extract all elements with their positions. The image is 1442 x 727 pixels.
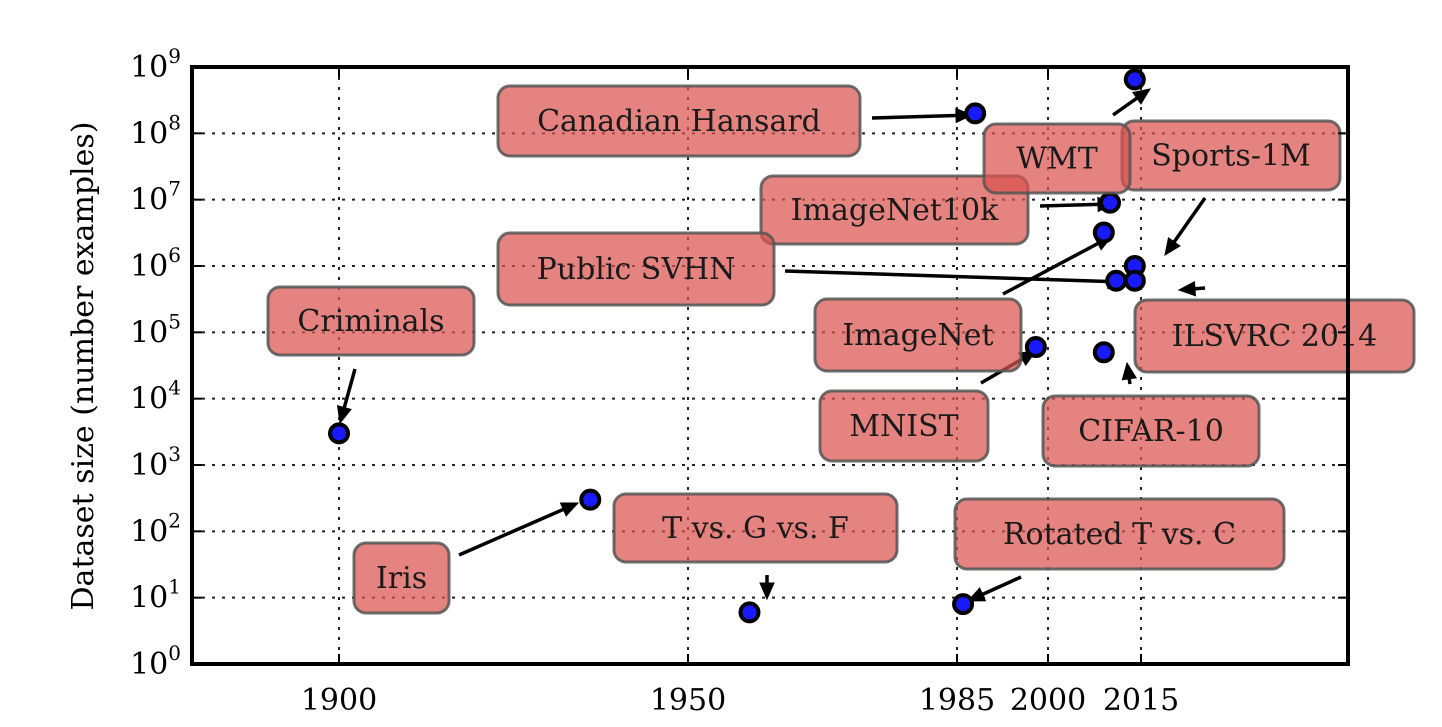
annotation-arrow: [1111, 88, 1152, 117]
y-tick-label: 101: [130, 575, 181, 616]
annotation-box: ILSVRC 2014: [1133, 298, 1416, 374]
y-tick-label: 103: [130, 442, 181, 483]
annotation-box: Canadian Hansard: [496, 84, 862, 158]
annotation-label: CIFAR-10: [1078, 414, 1224, 449]
x-tick-label: 2015: [1103, 683, 1179, 718]
annotation-box: ImageNet: [813, 297, 1023, 373]
data-point: [1024, 336, 1047, 359]
y-tick-label: 108: [130, 110, 181, 151]
data-point: [579, 488, 602, 511]
annotation-arrow: [336, 368, 357, 425]
annotation-label: ILSVRC 2014: [1172, 319, 1377, 354]
annotation-box: MNIST: [818, 389, 990, 463]
x-tick-label: 1950: [650, 683, 726, 718]
annotation-arrow: [759, 575, 775, 601]
annotation-label: T vs. G vs. F: [662, 511, 849, 546]
annotation-label: Public SVHN: [537, 252, 736, 287]
data-points: [328, 68, 1146, 624]
annotation-box: Public SVHN: [496, 231, 776, 307]
data-point: [964, 102, 987, 125]
annotation-box: ImageNet10k: [759, 174, 1030, 246]
annotation-label: Criminals: [297, 304, 444, 339]
annotation-label: ImageNet: [842, 318, 993, 353]
annotation-box: CIFAR-10: [1041, 394, 1261, 468]
annotation-arrow: [458, 502, 580, 557]
annotation-label: Sports-1M: [1151, 139, 1311, 174]
y-axis-label: Dataset size (number examples): [66, 122, 101, 611]
data-point: [328, 422, 350, 445]
annotation-label: ImageNet10k: [791, 193, 999, 228]
y-tick-label: 102: [130, 508, 181, 549]
y-tick-label: 104: [130, 376, 181, 417]
data-point: [1092, 221, 1115, 244]
annotation-label: Canadian Hansard: [537, 104, 821, 139]
axis-ticks: 100 101 102 103 104 105 106 107 108 109 1900 1950 19…: [130, 44, 1348, 718]
annotation-arrow: [871, 107, 974, 124]
plot-frame: [190, 65, 1350, 666]
x-tick-label: 2000: [1010, 683, 1086, 718]
data-point: [1105, 269, 1128, 292]
annotation-label: Iris: [376, 561, 427, 596]
data-point: [1123, 269, 1146, 292]
x-tick-label: 1985: [919, 683, 995, 718]
annotation-arrow: [1177, 280, 1206, 297]
annotation-arrow: [1164, 196, 1207, 257]
x-tick-label: 1900: [301, 683, 377, 718]
annotation-arrow: [1121, 361, 1138, 385]
y-tick-label: 106: [130, 243, 181, 284]
annotation-box: T vs. G vs. F: [612, 492, 899, 564]
annotation-label: Rotated T vs. C: [1003, 517, 1236, 552]
annotation-box: WMT: [982, 122, 1132, 195]
annotation-arrow: [966, 575, 1022, 602]
data-point: [738, 601, 761, 624]
data-point: [1099, 191, 1121, 214]
y-tick-label: 107: [130, 177, 181, 218]
annotations: Criminals Iris T vs. G vs. F Rotated T vs. …: [266, 84, 1416, 615]
annotation-box: Iris: [352, 541, 451, 615]
annotation-label: WMT: [1016, 142, 1098, 177]
annotation-label: MNIST: [849, 409, 958, 444]
data-point: [1092, 341, 1115, 364]
annotation-box: Rotated T vs. C: [953, 497, 1286, 571]
data-point: [952, 593, 975, 616]
annotation-box: Sports-1M: [1120, 119, 1342, 192]
y-tick-label: 105: [130, 309, 181, 350]
y-tick-label: 100: [130, 641, 181, 682]
annotation-box: Criminals: [266, 285, 476, 357]
data-point: [1123, 68, 1146, 91]
y-tick-label: 109: [130, 44, 181, 85]
annotation-arrow: [784, 269, 1126, 290]
